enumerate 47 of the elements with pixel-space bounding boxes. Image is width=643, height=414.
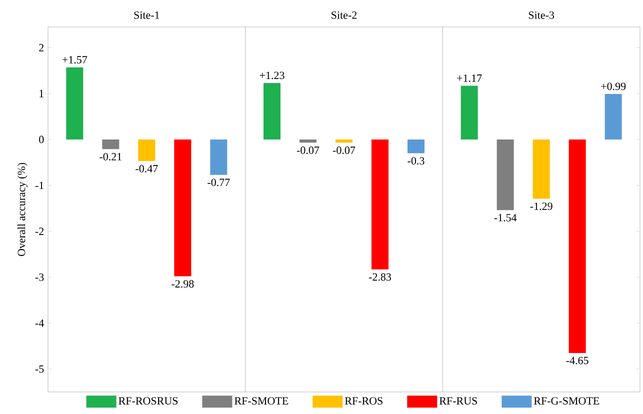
bar [460,86,478,140]
data-label: -2.98 [172,280,194,288]
y-tick-label: -1 [35,182,44,190]
data-label: -2.83 [368,273,392,281]
y-tick-label: 2 [39,44,44,52]
bar [532,139,550,199]
y-tick-label: -3 [35,274,44,281]
legend-label: RF-ROSRUS [118,397,178,405]
x-tick-label: Site-3 [528,11,554,19]
data-label: -0.3 [408,157,424,165]
data-label: +0.99 [601,82,626,90]
y-tick-label: 0 [39,136,44,144]
bar [264,83,280,140]
y-axis-title: Overall accuracy (%) [17,162,28,256]
legend-label: RF-SMOTE [234,397,288,405]
y-tick-label: 1 [40,90,44,98]
bar [372,139,388,270]
bar [604,94,622,140]
bar [174,139,192,276]
y-tick-label: -4 [35,320,44,327]
bar [210,139,228,175]
y-tick-label: -2 [35,228,44,235]
data-label: -1.54 [494,214,517,222]
data-label: -0.21 [100,152,122,160]
bar [336,139,352,143]
legend-label: RF-RUS [439,397,477,405]
data-label: +1.23 [260,72,284,80]
data-label: -1.29 [530,202,552,210]
data-label: -0.47 [136,164,158,172]
data-label: -0.77 [208,178,230,186]
legend-label: RF-ROS [344,397,382,405]
bar [496,139,514,210]
data-label: +1.17 [457,74,482,82]
bar [138,139,156,162]
data-label: -0.07 [296,146,320,154]
bar [300,139,316,143]
data-label: -4.65 [566,356,588,364]
bar [408,139,424,154]
legend-label: RF-G-SMOTE [534,397,600,405]
data-label: -0.07 [332,146,356,154]
data-label: +1.57 [62,56,88,64]
y-tick-label: -5 [35,365,44,373]
bar [568,139,586,353]
x-tick-label: Site-2 [332,11,357,19]
x-tick-label: Site-1 [134,11,160,19]
bar [66,67,84,140]
bar [102,139,120,150]
